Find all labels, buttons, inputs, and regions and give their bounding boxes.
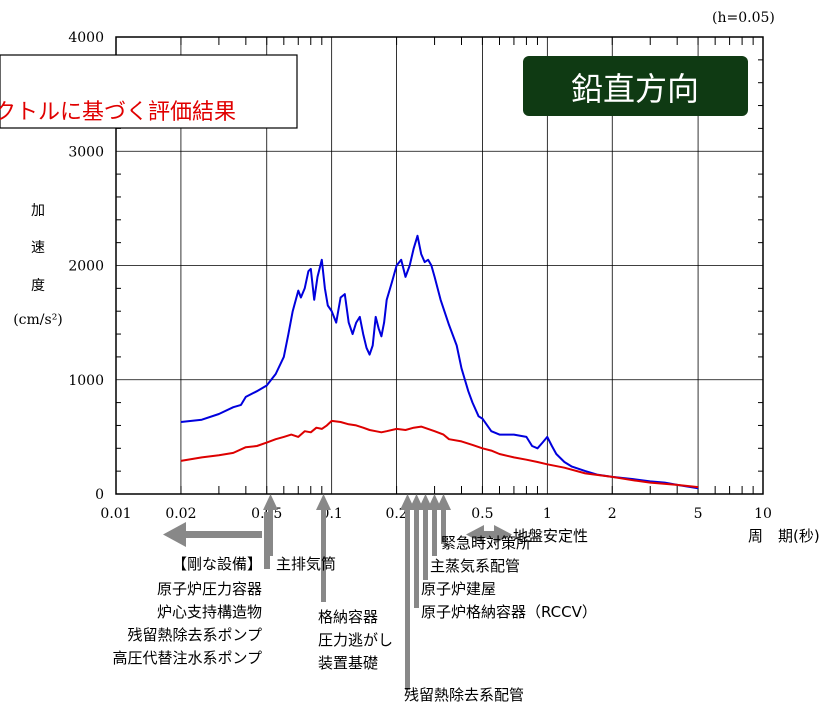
x-tick-label: 10 [754, 506, 772, 522]
direction-banner [523, 56, 748, 116]
ylabel-char-1: 加 [31, 203, 45, 219]
legend-box [0, 54, 298, 129]
x-tick-label: 5 [694, 506, 703, 522]
rccv-label: 原子炉格納容器（RCCV） [421, 603, 597, 621]
plot-frame [115, 36, 764, 495]
containment-label-3: 装置基礎 [318, 654, 378, 672]
series-line-1 [180, 234, 699, 490]
x-axis-title: 周 期(秒) [748, 527, 820, 545]
ylabel-char-2: 速 [31, 240, 45, 256]
reactor-building-label: 原子炉建屋 [421, 580, 496, 598]
rigid-equipment-item-1: 原子炉圧力容器 [157, 580, 262, 598]
y-tick-label: 1000 [68, 373, 104, 389]
rigid-equipment-item-3: 残留熱除去系ポンプ [127, 626, 262, 644]
x-tick-label: 2 [608, 506, 617, 522]
rhr-piping-label: 残留熱除去系配管 [404, 686, 524, 704]
rigid-equipment-item-4: 高圧代替注水系ポンプ [112, 649, 262, 667]
left-range-arrow-shaft [180, 531, 262, 538]
rigid-equipment-title: 【剛な設備】 [172, 555, 262, 573]
emergency-center-label: 緊急時対策所 [441, 534, 531, 552]
main-steam-piping-label: 主蒸気系配管 [430, 557, 520, 575]
x-tick-label: 0.01 [100, 506, 131, 522]
rigid-marker-line [264, 512, 270, 569]
ylabel-char-3: 度 [31, 278, 45, 294]
left-range-arrow-head [163, 522, 186, 547]
x-tick-label: 1 [543, 506, 552, 522]
y-tick-label: 4000 [68, 30, 104, 46]
annotation-arrows [163, 494, 512, 690]
series-line-2 [180, 419, 699, 489]
rigid-equipment-item-2: 炉心支持構造物 [157, 603, 262, 621]
direction-banner-text: 鉛直方向 [571, 70, 699, 108]
y-tick-label: 2000 [68, 259, 104, 275]
y-tick-label: 0 [95, 487, 104, 503]
containment-label-2: 圧力逃がし [318, 631, 393, 649]
x-tick-label: 0.5 [471, 506, 493, 522]
legend-red-text: クトルに基づく評価結果 [0, 100, 236, 125]
x-tick-label: 0.02 [165, 506, 196, 522]
y-unit: (cm/s²) [13, 312, 63, 328]
ground-stability-label: 地盤安定性 [513, 527, 588, 545]
damping-note: (h=0.05) [712, 10, 775, 26]
containment-label-1: 格納容器 [318, 608, 378, 626]
y-tick-label: 3000 [68, 144, 104, 160]
main-exhaust-stack-label: 主排気筒 [276, 555, 336, 573]
